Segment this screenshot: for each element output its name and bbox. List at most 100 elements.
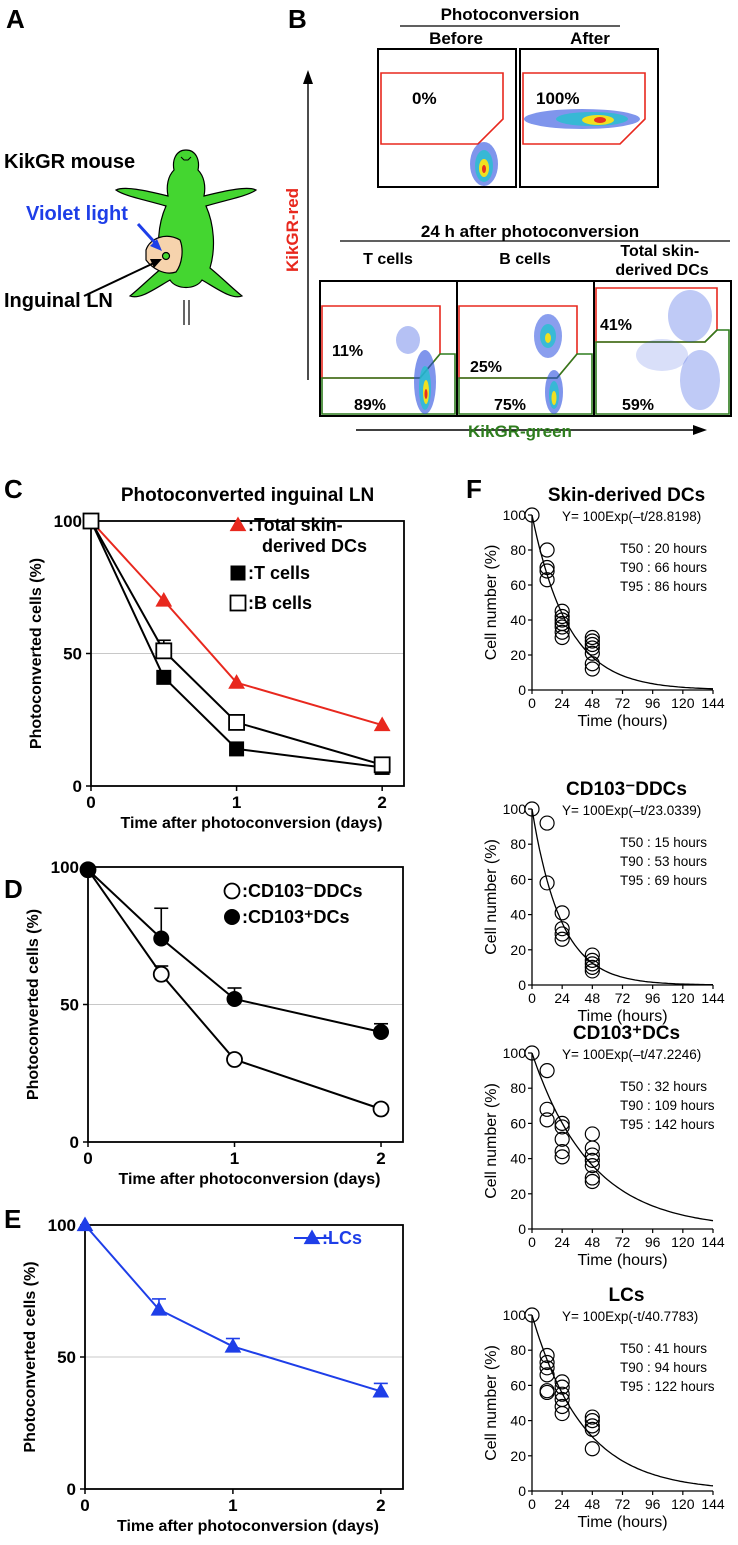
data-point: [554, 624, 570, 640]
gate-before: [380, 72, 504, 145]
panel-letter-d: D: [4, 874, 23, 904]
y-tick-label: 100: [51, 858, 79, 877]
data-point: [584, 1412, 600, 1429]
x-tick-label: 2: [376, 1149, 385, 1168]
data-point: [155, 642, 173, 660]
y-tick-label: 60: [510, 577, 526, 593]
y-axis-label: Photoconverted cells (%): [25, 909, 42, 1100]
bcells-title: B cells: [499, 251, 551, 268]
panel-letter-f: F: [466, 474, 482, 504]
y-tick-label: 60: [510, 871, 526, 887]
ln-pointer-arrow: [83, 261, 157, 297]
x-tick-label: 0: [528, 1234, 536, 1250]
data-point: [584, 956, 600, 972]
x-tick-label: 24: [554, 1496, 570, 1512]
half-life-stat: T95 : 122 hours: [620, 1379, 715, 1394]
y-tick-label: 50: [60, 996, 79, 1015]
after-label: After: [570, 29, 610, 48]
chart-title: CD103⁻DDCs: [566, 779, 687, 800]
data-point: [584, 656, 600, 672]
half-life-stat: T50 : 41 hours: [620, 1341, 707, 1356]
x-tick-label: 144: [701, 990, 725, 1006]
data-point: [82, 512, 100, 530]
fit-equation: Y= 100Exp(–t/47.2246): [562, 1047, 701, 1062]
data-point: [156, 669, 172, 685]
chart-title: Photoconverted inguinal LN: [121, 485, 374, 506]
x-tick-label: 72: [615, 1234, 631, 1250]
y-tick-label: 100: [503, 1045, 527, 1061]
photoconversion-header: Photoconversion: [441, 5, 580, 24]
data-point: [584, 636, 600, 653]
x-axis-label: Time (hours): [577, 1008, 667, 1025]
y-tick-label: 0: [518, 1221, 526, 1237]
y-tick-label: 0: [518, 682, 526, 698]
series-line: [87, 869, 382, 1033]
data-point: [554, 1149, 570, 1165]
data-point: [584, 640, 600, 656]
y-tick-label: 40: [510, 1151, 526, 1167]
data-point: [584, 629, 600, 646]
legend-label: :B cells: [248, 593, 312, 613]
chart-f1: 0 20 40 60 80 100 0 24 48 72 96 120 144 Time (hours) C…: [483, 485, 725, 730]
x-tick-label: 2: [377, 793, 386, 812]
y-axis-label: Cell number (%): [483, 1345, 500, 1461]
data-point: [539, 1384, 555, 1401]
data-point: [554, 612, 570, 628]
half-life-stat: T50 : 20 hours: [620, 541, 707, 556]
y-tick-label: 0: [73, 777, 82, 796]
data-point: [584, 633, 600, 649]
data-point: [226, 1051, 243, 1068]
x-tick-label: 24: [554, 990, 570, 1006]
data-point: [584, 963, 600, 979]
x-tick-label: 144: [701, 1234, 725, 1250]
data-point: [584, 1170, 600, 1186]
data-point: [80, 861, 96, 878]
data-point: [554, 1405, 570, 1422]
gate-after: [522, 72, 646, 145]
bcells-green-percent: 75%: [494, 397, 526, 414]
y-tick-label: 40: [510, 1413, 526, 1429]
x-tick-label: 72: [615, 1496, 631, 1512]
fit-equation: Y= 100Exp(–t/23.0339): [562, 803, 701, 818]
x-axis-label: Time after photoconversion (days): [121, 815, 383, 832]
y-axis-label: Cell number (%): [483, 1083, 500, 1199]
half-life-stat: T95 : 142 hours: [620, 1117, 715, 1132]
inguinal-ln-label: Inguinal LN: [4, 290, 113, 312]
dcs-green-percent: 59%: [622, 397, 654, 414]
data-point: [229, 741, 245, 757]
x-axis-label: Time after photoconversion (days): [119, 1171, 381, 1188]
data-point: [539, 559, 555, 576]
chart-f2: 0 20 40 60 80 100 0 24 48 72 96 120 144 Time (hours) C…: [483, 779, 725, 1025]
y-axis-label: Cell number (%): [483, 545, 500, 661]
half-life-stat: T90 : 94 hours: [620, 1360, 707, 1375]
x-tick-label: 120: [671, 1496, 695, 1512]
legend-label: :T cells: [248, 563, 310, 583]
y-tick-label: 0: [518, 977, 526, 993]
data-point: [554, 1386, 570, 1402]
chart-f4: 0 20 40 60 80 100 0 24 48 72 96 120 144 Time (hours) C…: [483, 1285, 725, 1531]
data-point: [539, 563, 555, 579]
data-point: [524, 1045, 540, 1061]
data-point: [539, 1347, 555, 1364]
half-life-stat: T95 : 69 hours: [620, 873, 707, 888]
panel-letter-a: A: [6, 4, 25, 34]
half-life-stat: T50 : 15 hours: [620, 835, 707, 850]
x-tick-label: 0: [528, 695, 536, 711]
half-life-stat: T50 : 32 hours: [620, 1079, 707, 1094]
data-point: [76, 1216, 94, 1232]
data-point: [554, 905, 570, 921]
y-tick-label: 50: [57, 1348, 76, 1367]
y-tick-label: 100: [503, 1307, 527, 1323]
panel-letter-b: B: [288, 4, 307, 34]
x-tick-label: 0: [528, 1496, 536, 1512]
data-point: [584, 1126, 600, 1142]
data-point: [554, 1115, 570, 1132]
y-tick-label: 50: [63, 645, 82, 664]
x-tick-label: 48: [585, 990, 601, 1006]
tcells-title: T cells: [363, 251, 413, 268]
data-point: [539, 1360, 555, 1376]
series-line: [90, 520, 383, 727]
x-tick-label: 0: [80, 1496, 89, 1515]
x-tick-label: 144: [701, 695, 725, 711]
lymph-node-dot: [161, 251, 171, 261]
